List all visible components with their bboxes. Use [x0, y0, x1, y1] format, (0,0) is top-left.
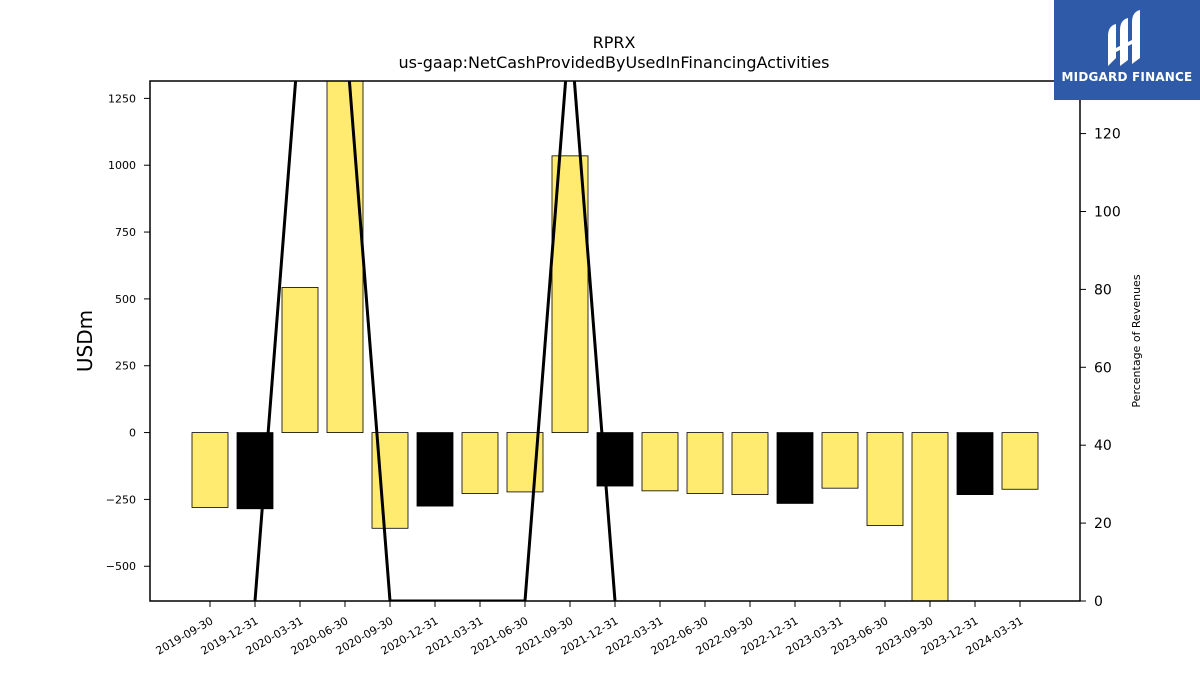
bar — [911, 432, 949, 601]
bar — [551, 155, 589, 433]
y-tick-label: 500 — [115, 293, 136, 306]
bar — [326, 81, 364, 433]
y2-tick-label: 40 — [1094, 438, 1112, 454]
bar — [461, 432, 499, 494]
y-tick-label: 0 — [129, 427, 136, 440]
brand-name: MIDGARD FINANCE — [1061, 70, 1193, 84]
bar — [416, 432, 454, 507]
y2-tick-label: 120 — [1094, 127, 1121, 143]
bar — [866, 432, 904, 527]
chart-title: RPRX — [593, 33, 636, 52]
y2-axis-label: Percentage of Revenues — [1130, 274, 1143, 407]
y-tick-label: 1000 — [108, 159, 136, 172]
y-axis-label: USDm — [73, 310, 97, 372]
bar — [281, 286, 319, 433]
chart-subtitle: us-gaap:NetCashProvidedByUsedInFinancing… — [398, 53, 829, 72]
bar — [1001, 432, 1039, 490]
y-tick-label: 750 — [115, 226, 136, 239]
y2-tick-label: 100 — [1094, 204, 1121, 220]
y2-tick-label: 80 — [1094, 282, 1112, 298]
y2-ticks: 0 20 40 60 80 100 120 — [1080, 127, 1121, 610]
brand-logo: MIDGARD FINANCE — [1054, 0, 1200, 100]
x-ticks: 2019-09-302019-12-312020-03-312020-06-30… — [154, 601, 1026, 658]
y2-tick-label: 60 — [1094, 360, 1112, 376]
y-tick-label: 250 — [115, 360, 136, 373]
y-tick-label: −500 — [106, 560, 136, 573]
y-tick-label: 1250 — [108, 92, 136, 105]
bar — [191, 432, 229, 508]
bar — [686, 432, 724, 494]
bar — [776, 432, 814, 504]
bar — [821, 432, 859, 489]
y-tick-label: −250 — [106, 493, 136, 506]
y2-tick-label: 0 — [1094, 594, 1103, 610]
bar — [956, 432, 994, 495]
bar — [641, 432, 679, 492]
bar — [731, 432, 769, 495]
bars — [191, 81, 1039, 601]
y2-tick-label: 20 — [1094, 516, 1112, 532]
logo-mark-icon — [1108, 10, 1140, 66]
y-ticks: −500 −250 0 250 500 750 1000 1250 — [106, 92, 150, 573]
